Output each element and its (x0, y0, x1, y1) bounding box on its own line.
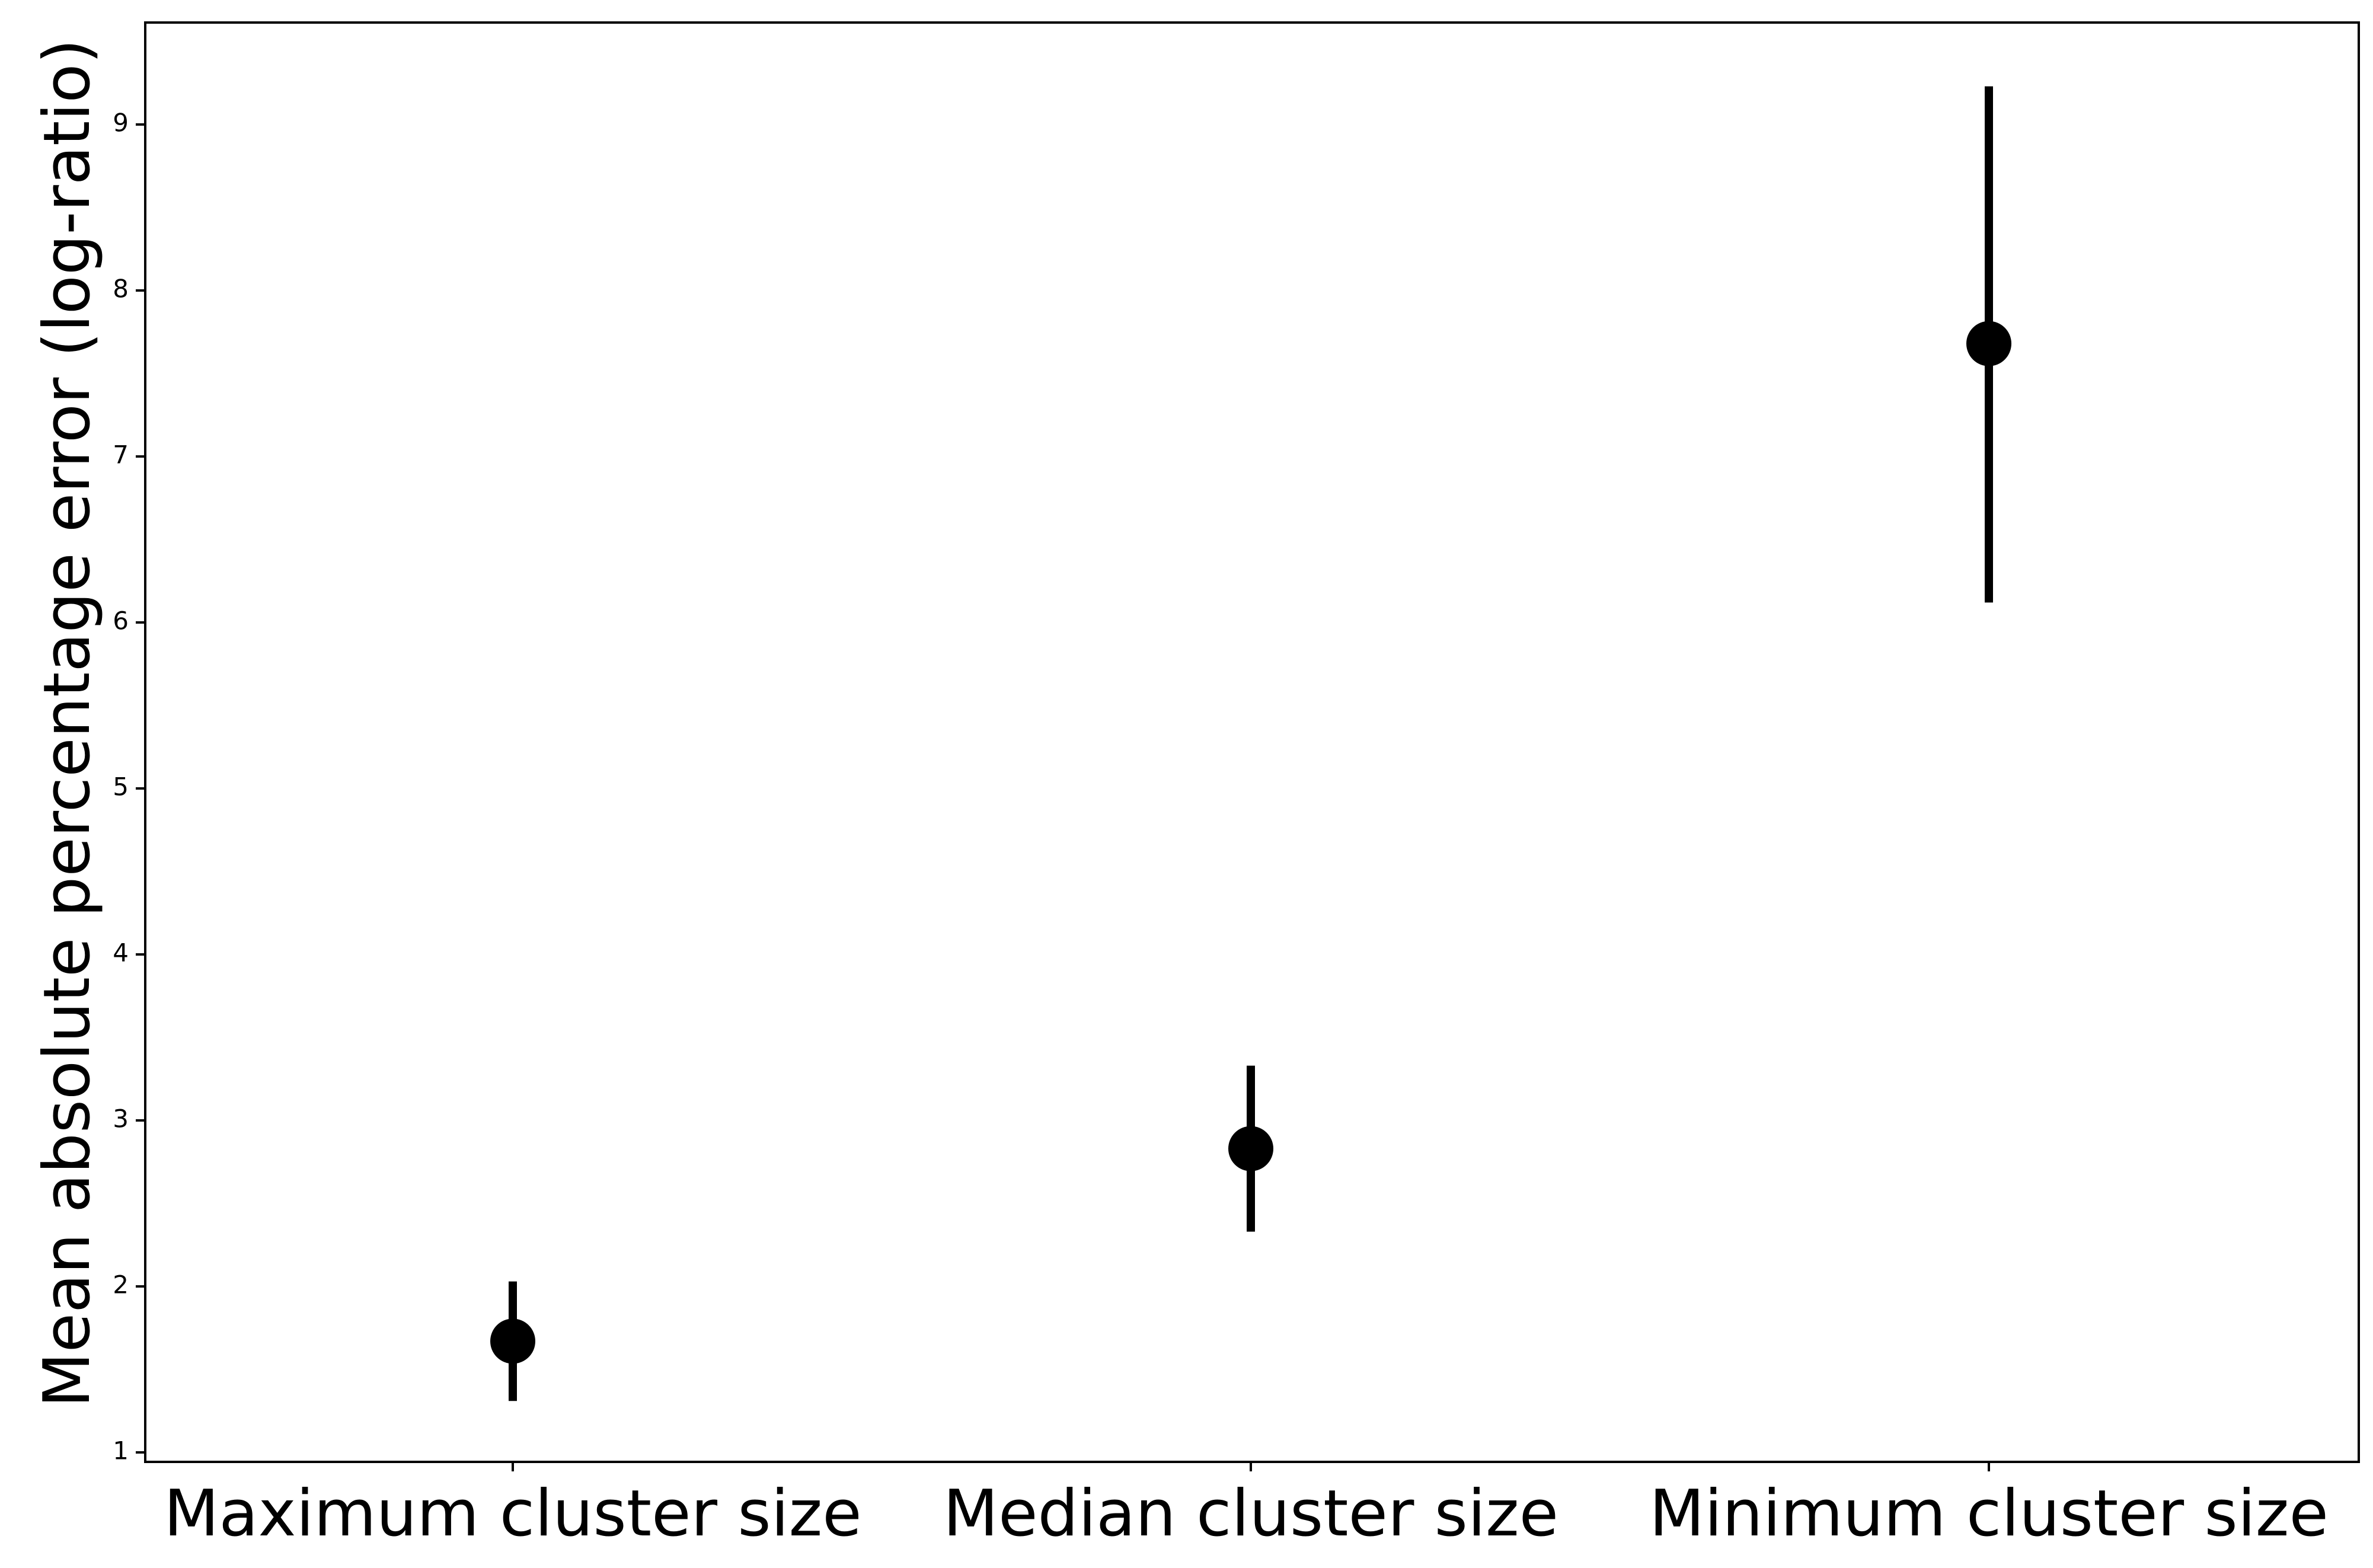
marks-layer (490, 86, 2011, 1401)
x-tick-label: Maximum cluster size (164, 1477, 862, 1551)
y-axis-ticks: 1 2 3 4 5 6 7 8 9 (113, 108, 145, 1465)
y-axis-label: Mean absolute percentage error (log-rati… (30, 39, 104, 1407)
y-tick-label: 3 (113, 1104, 129, 1133)
x-axis-ticks: Maximum cluster size Median cluster size M… (164, 1462, 2329, 1551)
y-tick-label: 7 (113, 440, 129, 470)
y-tick-label: 4 (113, 938, 129, 967)
data-point (490, 1318, 535, 1364)
data-point (1966, 321, 2011, 366)
y-tick-label: 6 (113, 606, 129, 635)
x-tick-label: Median cluster size (943, 1477, 1558, 1551)
data-point (1228, 1126, 1273, 1171)
y-tick-label: 5 (113, 772, 129, 801)
x-tick-label: Minimum cluster size (1649, 1477, 2329, 1551)
y-tick-label: 9 (113, 108, 129, 138)
y-tick-label: 8 (113, 274, 129, 304)
axes-frame (144, 21, 2360, 1463)
y-tick-label: 1 (113, 1436, 129, 1465)
y-tick-label: 2 (113, 1270, 129, 1299)
